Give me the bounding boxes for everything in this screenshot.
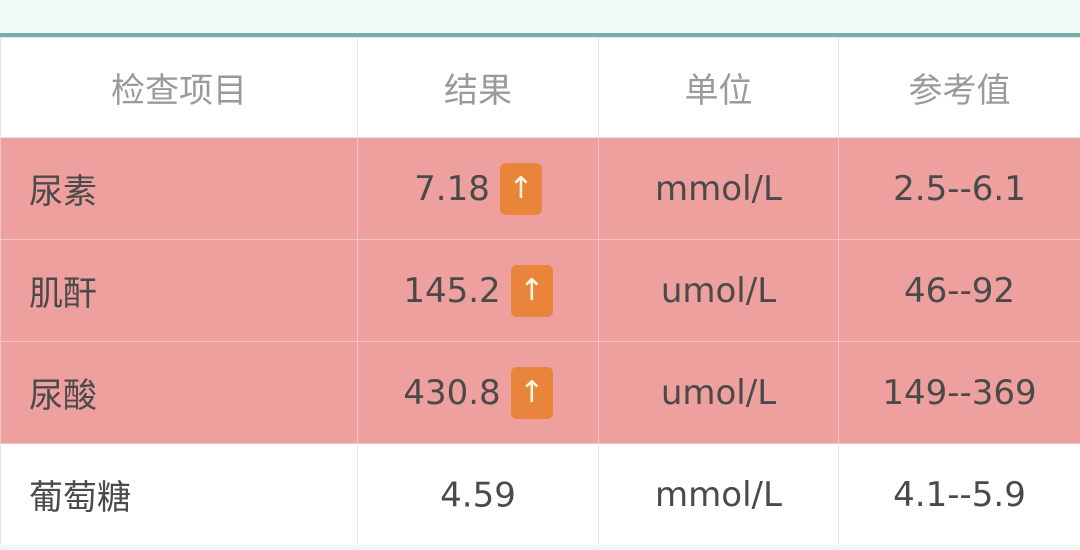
reference-range: 46--92	[838, 239, 1080, 342]
result-cell: 430.8 ↑	[357, 341, 599, 444]
table-header-row: 检查项目 结果 单位 参考值	[0, 37, 1080, 138]
header-result: 结果	[357, 37, 599, 138]
top-band	[0, 0, 1080, 33]
reference-range: 2.5--6.1	[838, 137, 1080, 240]
arrow-up-icon: ↑	[510, 366, 553, 419]
table-row: 尿酸 430.8 ↑ umol/L 149--369	[0, 341, 1080, 444]
unit: umol/L	[598, 239, 839, 342]
header-reference: 参考值	[838, 37, 1080, 138]
result-value: 145.2	[403, 270, 501, 311]
table-row: 肌酐 145.2 ↑ umol/L 46--92	[0, 239, 1080, 342]
unit: umol/L	[598, 341, 839, 444]
header-item: 检查项目	[0, 37, 358, 138]
lab-results-table: 检查项目 结果 单位 参考值 尿素 7.18 ↑ mmol/L 2.5--6.1 肌酐 14…	[0, 37, 1080, 546]
result-value: 430.8	[403, 372, 501, 413]
unit: mmol/L	[598, 443, 839, 546]
header-unit: 单位	[598, 37, 839, 138]
result-value: 4.59	[440, 475, 516, 516]
arrow-up-icon: ↑	[499, 162, 542, 215]
table-row: 尿素 7.18 ↑ mmol/L 2.5--6.1	[0, 137, 1080, 240]
reference-range: 149--369	[838, 341, 1080, 444]
result-cell: 7.18 ↑	[357, 137, 599, 240]
unit: mmol/L	[598, 137, 839, 240]
item-name: 葡萄糖	[0, 443, 358, 546]
item-name: 尿酸	[0, 341, 358, 444]
result-value: 7.18	[414, 168, 490, 209]
arrow-up-icon: ↑	[510, 264, 553, 317]
table-row: 葡萄糖 4.59 mmol/L 4.1--5.9	[0, 443, 1080, 546]
result-cell: 145.2 ↑	[357, 239, 599, 342]
item-name: 尿素	[0, 137, 358, 240]
bottom-band	[0, 545, 1080, 550]
accent-divider	[0, 33, 1080, 37]
reference-range: 4.1--5.9	[838, 443, 1080, 546]
result-cell: 4.59	[357, 443, 599, 546]
item-name: 肌酐	[0, 239, 358, 342]
